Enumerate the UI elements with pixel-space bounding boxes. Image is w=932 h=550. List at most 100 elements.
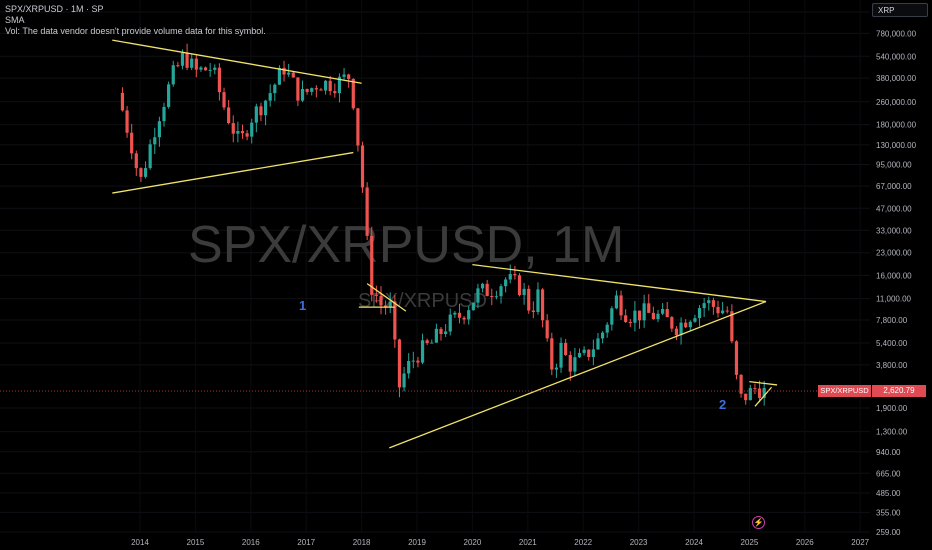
trendline[interactable] [366,283,407,312]
candle-down [259,106,263,116]
candle-down [517,275,522,296]
candle-up [388,301,392,308]
trendline[interactable] [112,39,362,84]
candle-up [522,288,526,296]
candle-down [711,300,715,307]
trendlines [112,39,778,449]
candle-up [407,360,411,374]
candle-down [305,88,309,92]
candle-down [351,78,355,109]
candle-up [499,286,503,297]
candle-down [545,320,549,339]
candle-up [342,74,346,77]
candle-down [684,322,688,328]
candle-up [411,360,415,362]
candle-up [600,332,605,339]
trendline[interactable] [749,380,778,386]
trendline[interactable] [112,151,354,194]
candle-up [143,168,148,177]
candle-down [134,153,138,169]
x-tick-label: 2020 [464,538,482,547]
candle-up [310,88,314,92]
x-tick-label: 2024 [685,538,703,547]
candle-up [430,342,434,344]
candle-down [637,310,642,321]
watermark-main: SPX/XRPUSD, 1M [188,216,624,274]
candle-up [208,69,212,71]
trendline[interactable] [754,386,773,407]
candle-down [240,131,245,134]
x-tick-label: 2025 [741,538,759,547]
x-tick-label: 2016 [242,538,260,547]
y-tick-label: 380,000.00 [876,74,917,83]
candle-up [508,274,512,280]
candle-up [504,279,508,287]
y-tick-label: 485.00 [876,489,901,498]
candle-down [374,294,378,296]
y-tick-label: 180,000.00 [876,121,917,130]
candle-down [550,338,554,370]
candle-up [199,67,203,70]
candle-down [568,355,572,372]
candle-down [245,133,249,137]
trendline[interactable] [389,300,767,449]
candle-down [185,52,189,68]
candle-down [624,315,628,322]
price-tag-symbol: SPX/XRPUSD [818,385,871,397]
candle-up [300,88,305,101]
x-tick-label: 2018 [353,538,371,547]
candle-up [157,121,161,138]
candle-up [693,318,697,322]
currency-scale-button[interactable]: XRP [872,3,928,17]
candle-down [628,321,632,323]
candle-down [753,388,757,390]
candle-up [444,331,448,335]
candle-down [462,317,466,320]
volume-note: Vol: The data vendor doesn't provide vol… [5,26,266,36]
trendline[interactable] [472,263,767,303]
y-tick-label: 33,000.00 [876,226,912,235]
candle-up [591,349,595,358]
y-tick-label: 260,000.00 [876,98,917,107]
candle-up [642,303,646,321]
x-tick-label: 2022 [574,538,592,547]
candle-down [513,274,517,276]
lightning-bolt-icon[interactable]: ⚡ [752,516,765,529]
y-tick-label: 95,000.00 [876,160,912,169]
candle-down [139,168,143,177]
x-tick-label: 2023 [630,538,648,547]
y-tick-label: 780,000.00 [876,29,917,38]
candle-down [227,107,231,124]
candle-down [130,132,134,154]
candle-up [605,324,609,333]
candle-up [596,338,600,350]
candle-down [125,110,129,133]
candle-down [194,58,198,70]
candle-up [190,58,194,68]
candle-up [633,310,637,323]
candle-up [559,342,563,368]
x-tick-label: 2027 [851,538,869,547]
x-tick-label: 2026 [796,538,814,547]
candle-down [457,312,462,318]
candle-down [282,67,286,75]
y-tick-label: 259.00 [876,528,901,537]
candle-down [217,67,222,93]
candle-up [273,84,277,94]
candle-down [439,328,443,335]
candle-down [670,317,674,329]
candle-up [171,65,175,85]
price-axis[interactable]: 1,100,000.00780,000.00540,000.00380,000.… [876,8,923,537]
candle-up [554,367,559,370]
candle-up [167,84,171,107]
candle-up [573,357,577,372]
candle-up [337,76,342,94]
candle-down [485,283,489,297]
x-tick-label: 2017 [297,538,315,547]
candle-down [739,374,743,394]
time-axis[interactable]: 2014 2015 2016 2017 2018 2019 2020 2021 2022 2023… [131,538,870,547]
grid-lines [0,0,870,533]
candle-down [730,311,734,342]
candlestick-series [120,43,766,406]
